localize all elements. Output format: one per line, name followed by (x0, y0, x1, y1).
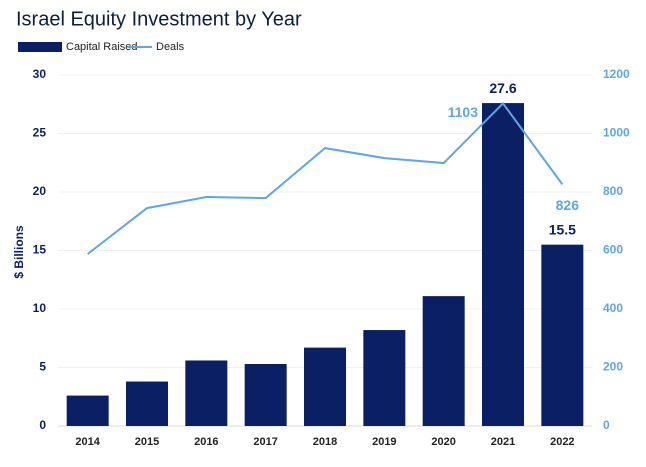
deals-line (87, 101, 564, 255)
y2-tick-label: 200 (603, 360, 623, 374)
x-tick-label: 2017 (253, 436, 277, 448)
y-axis-title: $ Billions (12, 225, 26, 279)
data-label: 1103 (448, 104, 479, 120)
y2-tick-label: 1200 (603, 67, 630, 81)
bar (482, 103, 524, 426)
y-tick-label: 30 (33, 67, 47, 81)
y-tick-label: 5 (39, 360, 46, 374)
bar (422, 296, 465, 426)
x-tick-label: 2014 (75, 436, 100, 448)
y-tick-label: 10 (33, 301, 47, 315)
bar (541, 244, 584, 426)
legend-label: Capital Raised (66, 41, 138, 53)
legend-label: Deals (156, 41, 185, 53)
x-tick-label: 2021 (491, 436, 515, 448)
legend-swatch (18, 42, 62, 52)
y2-tick-label: 1000 (603, 126, 630, 140)
chart-title: Israel Equity Investment by Year (16, 8, 302, 30)
x-tick-label: 2019 (372, 436, 396, 448)
bar (66, 395, 109, 426)
data-label: 15.5 (549, 221, 576, 237)
bar (363, 330, 406, 426)
x-tick-label: 2016 (194, 436, 218, 448)
bar (126, 381, 168, 426)
x-tick-label: 2015 (135, 436, 159, 448)
x-tick-label: 2022 (550, 436, 574, 448)
y-tick-label: 20 (33, 184, 47, 198)
data-label: 826 (556, 197, 580, 213)
y2-tick-label: 400 (603, 301, 623, 315)
y-tick-label: 0 (39, 418, 46, 432)
bar (244, 363, 287, 426)
y-tick-label: 25 (33, 126, 47, 140)
y-tick-label: 15 (33, 243, 47, 257)
bar (304, 347, 346, 426)
y2-tick-label: 800 (603, 184, 623, 198)
y2-tick-label: 0 (603, 418, 610, 432)
bar (185, 360, 228, 426)
x-tick-label: 2018 (313, 436, 337, 448)
y2-tick-label: 600 (603, 243, 623, 257)
x-tick-label: 2020 (431, 436, 455, 448)
data-label: 27.6 (489, 80, 516, 96)
